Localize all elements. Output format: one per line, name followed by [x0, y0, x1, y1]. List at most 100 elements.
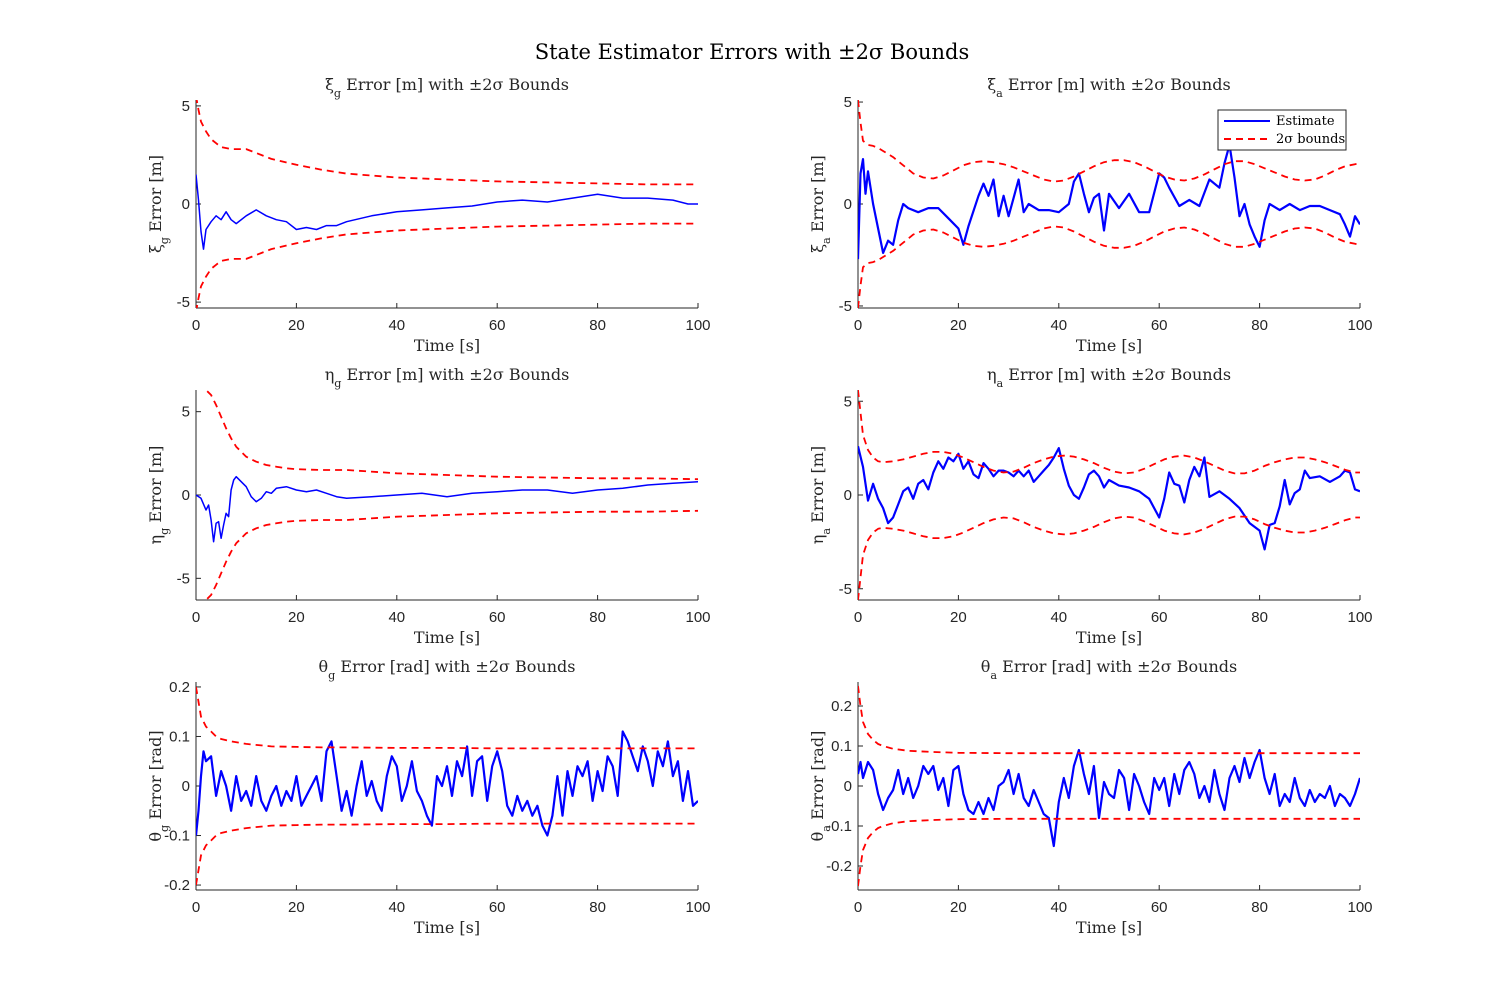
estimate-line [858, 446, 1360, 551]
subplot-title: ξa Error [m] with ±2σ Bounds [987, 75, 1230, 100]
legend-entry-label: 2σ bounds [1276, 132, 1345, 147]
y-axis-label: ηg Error [m] [146, 446, 171, 545]
x-tick-label: 20 [950, 609, 967, 626]
x-tick-label: 100 [1347, 609, 1372, 626]
legend: Estimate 2σ bounds [1217, 109, 1347, 151]
estimate-line [196, 475, 698, 543]
y-tick-label: -5 [839, 581, 852, 598]
y-tick-label: 0 [182, 487, 190, 504]
x-tick-label: 80 [589, 609, 606, 626]
x-tick-label: 80 [1251, 317, 1268, 334]
x-tick-label: 40 [1050, 899, 1067, 916]
estimate-line [196, 174, 698, 250]
y-tick-label: 0.1 [169, 728, 190, 745]
plot-area [196, 686, 698, 886]
upper-bound-line [858, 390, 1360, 475]
upper-bound-line [196, 100, 698, 186]
x-tick-label: 20 [288, 317, 305, 334]
y-tick-label: 0 [844, 196, 852, 213]
upper-bound-line [196, 686, 698, 750]
x-tick-label: 100 [1347, 317, 1372, 334]
subplot-6: 0 20 40 60 80 100 -0.2 -0.1 0 0.1 0.2 θa Error [rad… [808, 657, 1373, 937]
x-tick-label: 100 [685, 317, 710, 334]
y-tick-label: 0 [844, 778, 852, 795]
lower-bound-line [858, 817, 1360, 887]
subplot-title: θa Error [rad] with ±2σ Bounds [981, 657, 1237, 682]
lower-bound-line [858, 515, 1360, 600]
y-tick-label: -5 [177, 570, 190, 587]
estimate-line [858, 748, 1360, 848]
upper-bound-line [858, 100, 1360, 183]
subplot-3: 0 20 40 60 80 100 -5 0 5 ηg Error [m] with ±2σ Bo… [146, 365, 711, 647]
x-tick-label: 0 [854, 317, 862, 334]
subplot-title: ξg Error [m] with ±2σ Bounds [325, 75, 569, 100]
y-tick-label: -5 [839, 298, 852, 315]
x-tick-label: 60 [489, 317, 506, 334]
x-tick-label: 20 [950, 899, 967, 916]
y-tick-label: 0.2 [169, 679, 190, 696]
y-tick-label: -0.1 [164, 828, 190, 845]
plot-area [858, 390, 1360, 600]
y-tick-label: 0 [844, 487, 852, 504]
y-tick-label: -0.2 [164, 877, 190, 894]
x-tick-label: 60 [1151, 609, 1168, 626]
y-tick-label: 0 [182, 196, 190, 213]
subplot-title: ηg Error [m] with ±2σ Bounds [325, 365, 570, 390]
x-tick-label: 60 [1151, 899, 1168, 916]
x-tick-label: 40 [388, 609, 405, 626]
lower-bound-line [196, 822, 698, 886]
x-tick-label: 0 [192, 317, 200, 334]
estimate-line [196, 730, 698, 837]
lower-bound-line [858, 225, 1360, 308]
x-axis-label: Time [s] [414, 628, 480, 647]
x-tick-label: 0 [854, 899, 862, 916]
plot-area [858, 685, 1360, 887]
plot-area [196, 100, 698, 308]
lower-bound-line [196, 222, 698, 308]
y-tick-label: 0 [182, 778, 190, 795]
estimate-line [858, 143, 1360, 260]
x-tick-label: 80 [589, 317, 606, 334]
x-tick-label: 0 [192, 899, 200, 916]
y-tick-label: 5 [844, 94, 852, 111]
x-tick-label: 40 [388, 899, 405, 916]
legend-entry-label: Estimate [1276, 114, 1335, 129]
y-tick-label: 5 [844, 393, 852, 410]
upper-bound-line [203, 390, 698, 481]
lower-bound-line [203, 509, 698, 600]
y-axis-label: θg Error [rad] [146, 730, 171, 841]
y-tick-label: -0.1 [826, 818, 852, 835]
x-tick-label: 80 [589, 899, 606, 916]
y-tick-label: -0.2 [826, 858, 852, 875]
x-tick-label: 40 [1050, 609, 1067, 626]
x-tick-label: 0 [192, 609, 200, 626]
subplot-title: ηa Error [m] with ±2σ Bounds [987, 365, 1231, 390]
x-axis-label: Time [s] [1076, 628, 1142, 647]
x-tick-label: 60 [1151, 317, 1168, 334]
x-tick-label: 100 [685, 899, 710, 916]
plot-area [196, 390, 698, 600]
subplot-5: 0 20 40 60 80 100 -0.2 -0.1 0 0.1 0.2 θg Error [rad… [146, 657, 711, 937]
x-tick-label: 40 [1050, 317, 1067, 334]
plot-area [858, 100, 1360, 308]
y-tick-label: 5 [182, 98, 190, 115]
figure-title: State Estimator Errors with ±2σ Bounds [535, 40, 970, 64]
x-tick-label: 60 [489, 899, 506, 916]
y-tick-label: 5 [182, 404, 190, 421]
x-tick-label: 80 [1251, 899, 1268, 916]
x-tick-label: 60 [489, 609, 506, 626]
x-axis-label: Time [s] [1076, 918, 1142, 937]
x-tick-label: 20 [288, 899, 305, 916]
x-tick-label: 20 [288, 609, 305, 626]
x-axis-label: Time [s] [414, 918, 480, 937]
y-axis-label: ξg Error [m] [146, 155, 171, 253]
y-tick-label: 0.1 [831, 738, 852, 755]
x-tick-label: 20 [950, 317, 967, 334]
x-tick-label: 0 [854, 609, 862, 626]
x-tick-label: 40 [388, 317, 405, 334]
y-tick-label: -5 [177, 294, 190, 311]
y-axis-label: ηa Error [m] [808, 446, 833, 544]
subplot-title: θg Error [rad] with ±2σ Bounds [319, 657, 576, 682]
y-axis-label: θa Error [rad] [808, 731, 833, 842]
